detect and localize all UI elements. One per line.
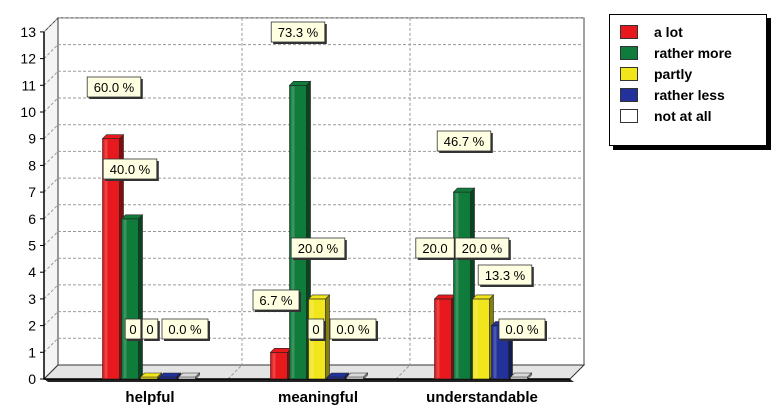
y-tick-label: 7	[28, 184, 36, 200]
legend-label-partly: partly	[654, 65, 693, 82]
gridline-y-side	[43, 17, 59, 33]
legend-swatch-rather-more	[620, 45, 638, 60]
gridline-y-side	[43, 257, 59, 273]
svg-text:20.0: 20.0	[422, 241, 447, 256]
y-tick-label: 2	[28, 318, 36, 334]
gridline-y-side	[43, 44, 59, 59]
bar-a-lot-understandable	[433, 294, 457, 380]
y-tick-label: 4	[28, 264, 36, 280]
bar-partly-understandable	[471, 294, 495, 380]
gridline-x-floor	[395, 364, 411, 380]
data-label-not-at-all-meaningful: 0.0 %	[329, 318, 378, 341]
data-label-a-lot-meaningful: 6.7 %	[252, 289, 301, 312]
legend-label-rather-less: rather less	[654, 86, 725, 103]
data-label-rather-less-helpful: 0	[141, 318, 160, 341]
gridline-y-side	[43, 204, 59, 220]
legend-item-rather-less: rather less	[620, 84, 766, 105]
gridline-y-side	[43, 151, 59, 166]
gridline-y-side	[43, 70, 59, 86]
bar-not-at-all-meaningful	[345, 372, 369, 380]
bar-a-lot-meaningful	[269, 347, 293, 380]
plot-side-wall	[43, 16, 59, 381]
x-tick-label-meaningful: meaningful	[278, 389, 358, 406]
bar-rather-less-meaningful	[326, 372, 350, 380]
svg-text:0.0 %: 0.0 %	[505, 322, 539, 337]
svg-text:13.3 %: 13.3 %	[485, 268, 526, 283]
data-label-partly-understandable: 20.0 %	[454, 237, 511, 260]
data-label-not-at-all-understandable: 0.0 %	[498, 318, 547, 341]
bar-rather-more-meaningful	[288, 80, 312, 380]
data-label-partly-helpful: 0	[124, 318, 143, 341]
legend-item-a-lot: a lot	[620, 21, 766, 42]
data-label-partly-meaningful: 20.0 %	[290, 237, 347, 260]
svg-text:40.0 %: 40.0 %	[110, 162, 151, 177]
y-tick-label: 1	[28, 344, 36, 360]
svg-text:60.0 %: 60.0 %	[94, 80, 135, 95]
data-label-a-lot-helpful: 60.0 %	[86, 76, 143, 99]
svg-text:73.3 %: 73.3 %	[278, 25, 319, 40]
bar-partly-helpful	[139, 372, 163, 380]
legend-item-not-at-all: not at all	[620, 105, 766, 126]
legend-item-rather-more: rather more	[620, 42, 766, 63]
y-tick-label: 12	[20, 51, 36, 67]
svg-text:6.7 %: 6.7 %	[259, 293, 293, 308]
y-tick-label: 5	[28, 238, 36, 254]
legend-swatch-not-at-all	[620, 108, 638, 123]
legend: a lot rather more partly rather less not…	[609, 14, 767, 146]
bar-rather-less-helpful	[158, 372, 182, 380]
data-label-rather-more-helpful: 40.0 %	[102, 158, 159, 181]
data-label-rather-more-meaningful: 73.3 %	[270, 21, 327, 44]
y-tick-label: 8	[28, 157, 36, 173]
svg-text:20.0 %: 20.0 %	[462, 241, 503, 256]
bar-rather-more-understandable	[452, 187, 476, 380]
legend-swatch-a-lot	[620, 24, 638, 39]
legend-label-not-at-all: not at all	[654, 107, 712, 124]
data-label-rather-less-understandable: 13.3 %	[477, 264, 534, 287]
legend-label-rather-more: rather more	[654, 44, 732, 61]
gridline-y-side	[43, 124, 59, 140]
legend-swatch-partly	[620, 66, 638, 81]
bar-not-at-all-helpful	[177, 372, 201, 380]
svg-text:0.0 %: 0.0 %	[336, 322, 370, 337]
gridline-y-side	[43, 337, 59, 353]
svg-text:0: 0	[146, 322, 153, 337]
svg-text:20.0 %: 20.0 %	[298, 241, 339, 256]
y-tick-label: 9	[28, 131, 36, 147]
legend-item-partly: partly	[620, 63, 766, 84]
data-label-rather-more-understandable: 46.7 %	[436, 130, 493, 153]
y-tick-label: 10	[20, 104, 36, 120]
gridline-y-side	[43, 311, 59, 326]
y-tick-label: 3	[28, 291, 36, 307]
gridline-y-side	[43, 284, 59, 300]
gridline-x-floor	[227, 364, 243, 380]
legend-swatch-rather-less	[620, 87, 638, 102]
legend-label-a-lot: a lot	[654, 23, 683, 40]
x-tick-label-understandable: understandable	[426, 389, 538, 406]
bar-a-lot-helpful	[101, 133, 125, 380]
gridline-y-side	[43, 177, 59, 193]
bar-not-at-all-understandable	[509, 372, 533, 380]
gridline-y-side	[43, 97, 59, 113]
svg-text:0: 0	[129, 322, 136, 337]
x-tick-label-helpful: helpful	[125, 389, 174, 406]
bar-rather-more-helpful	[120, 214, 144, 380]
y-tick-label: 0	[28, 371, 36, 387]
data-label-rather-less-meaningful: 0	[307, 318, 326, 341]
svg-text:0.0 %: 0.0 %	[168, 322, 202, 337]
data-label-a-lot-understandable: 20.0	[415, 237, 457, 260]
gridline-y-side	[43, 231, 59, 246]
y-tick-label: 6	[28, 211, 36, 227]
y-tick-label: 13	[20, 24, 36, 40]
data-label-not-at-all-helpful: 0.0 %	[161, 318, 210, 341]
svg-text:46.7 %: 46.7 %	[444, 134, 485, 149]
svg-text:0: 0	[312, 322, 319, 337]
y-tick-label: 11	[21, 77, 36, 93]
